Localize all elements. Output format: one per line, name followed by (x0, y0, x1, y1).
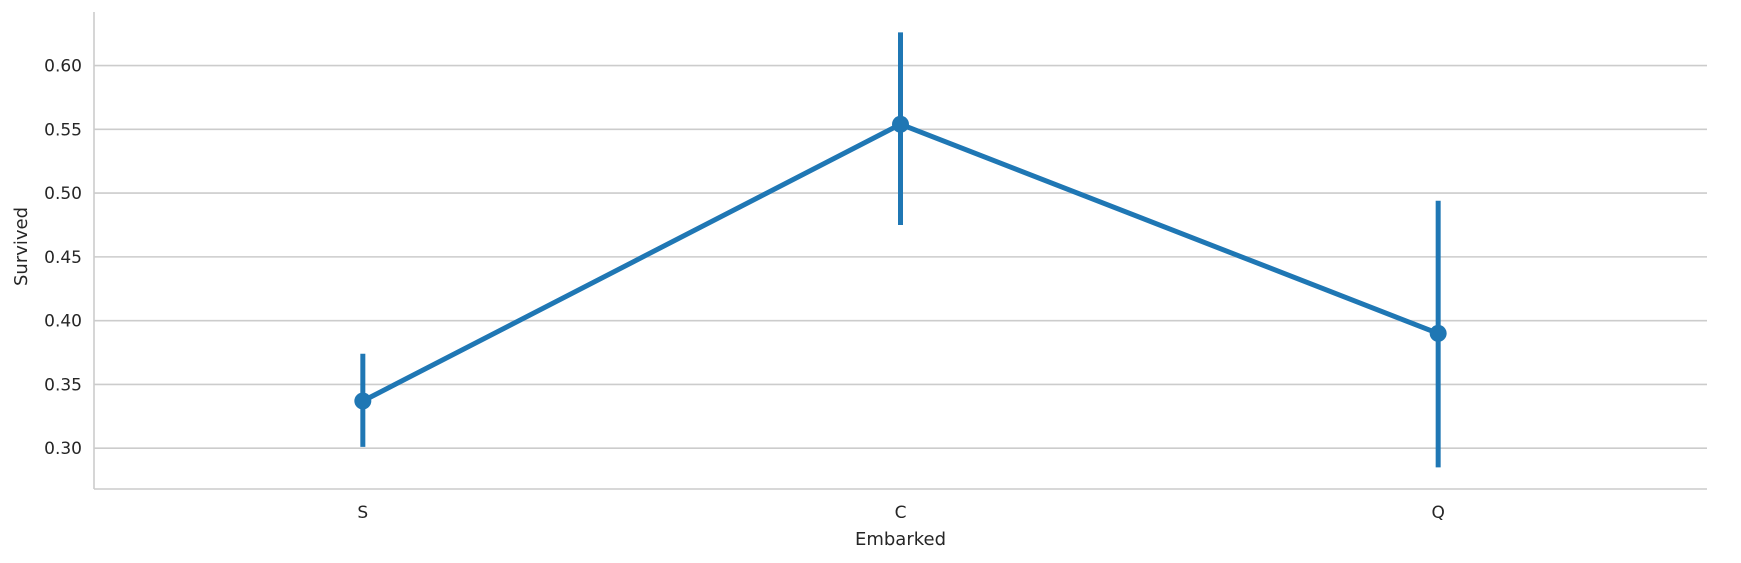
y-tick-labels: 0.30 0.35 0.40 0.45 0.50 0.55 0.60 (44, 57, 82, 460)
y-tick-label: 0.50 (44, 184, 82, 204)
y-tick-label: 0.30 (44, 439, 82, 459)
y-tick-label: 0.60 (44, 57, 82, 77)
x-tick-label: Q (1431, 503, 1444, 523)
data-point (354, 392, 372, 410)
series-survived (354, 32, 1447, 468)
data-point (1429, 324, 1447, 342)
y-tick-label: 0.35 (44, 375, 82, 395)
y-tick-label: 0.55 (44, 120, 82, 140)
x-axis-label: Embarked (855, 529, 946, 550)
data-point (892, 115, 909, 133)
y-tick-label: 0.45 (44, 248, 82, 268)
axis-spines (93, 12, 1707, 490)
x-tick-label: C (895, 503, 907, 523)
y-axis-label: Survived (11, 207, 32, 286)
x-tick-label: S (357, 503, 368, 523)
y-tick-label: 0.40 (44, 312, 82, 332)
